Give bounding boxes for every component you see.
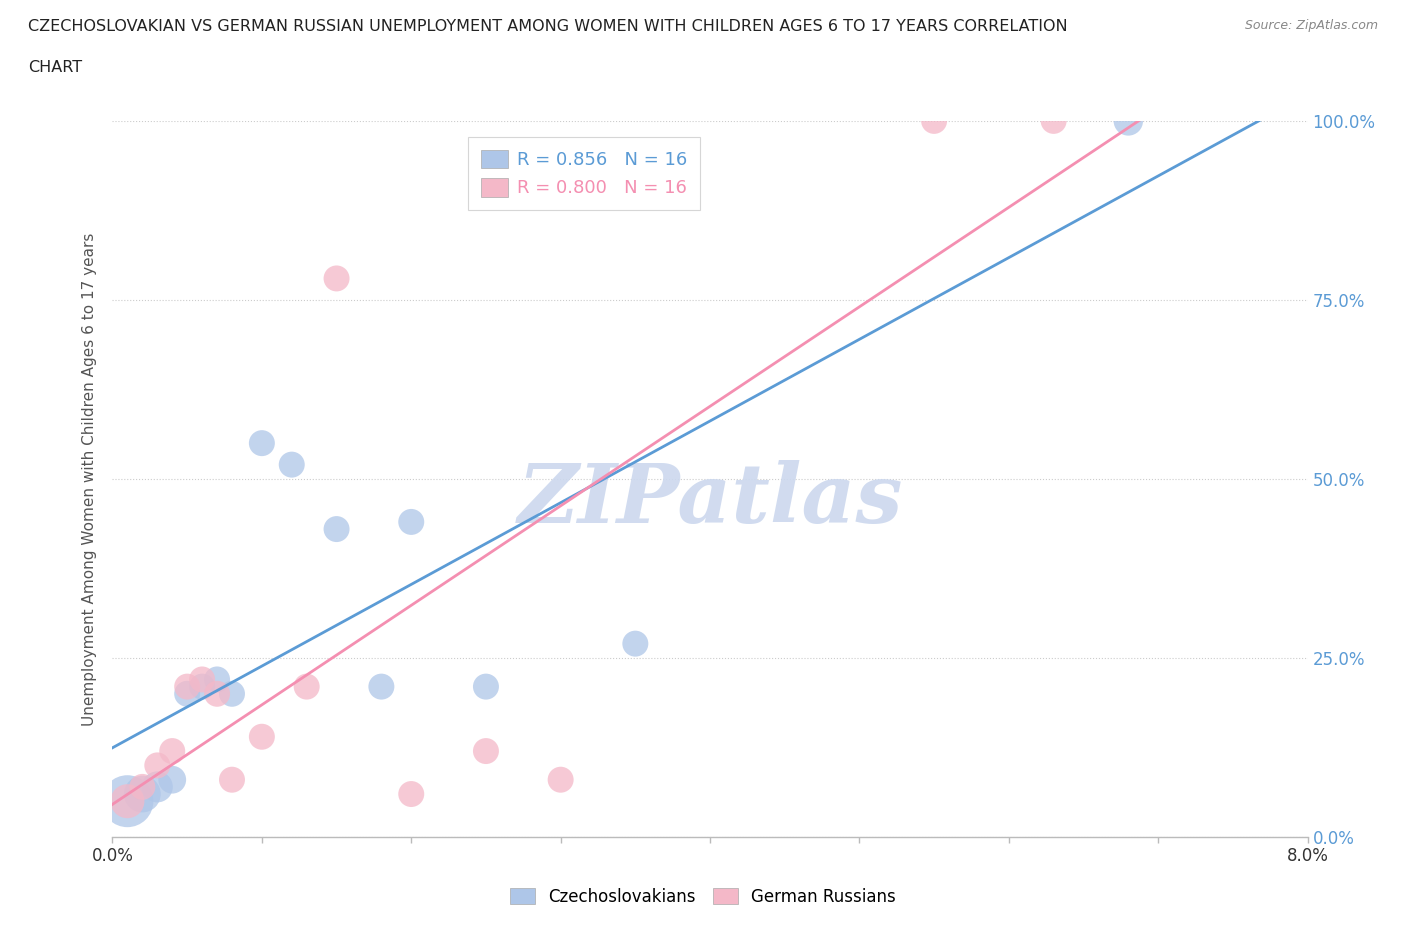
Point — [176, 686, 198, 701]
Point — [401, 787, 423, 802]
Point — [281, 458, 304, 472]
Point — [205, 686, 228, 701]
Legend: Czechoslovakians, German Russians: Czechoslovakians, German Russians — [503, 881, 903, 912]
Legend: R = 0.856   N = 16, R = 0.800   N = 16: R = 0.856 N = 16, R = 0.800 N = 16 — [468, 137, 700, 210]
Point — [250, 729, 273, 744]
Point — [176, 679, 198, 694]
Point — [221, 772, 243, 787]
Point — [146, 758, 169, 773]
Point — [401, 514, 423, 529]
Point — [475, 744, 498, 759]
Point — [191, 679, 214, 694]
Point — [131, 787, 153, 802]
Point — [1118, 113, 1140, 128]
Point — [117, 794, 139, 809]
Point — [117, 794, 139, 809]
Point — [162, 744, 183, 759]
Point — [162, 772, 183, 787]
Point — [624, 636, 647, 651]
Point — [146, 779, 169, 794]
Y-axis label: Unemployment Among Women with Children Ages 6 to 17 years: Unemployment Among Women with Children A… — [82, 232, 97, 725]
Point — [475, 679, 498, 694]
Text: CZECHOSLOVAKIAN VS GERMAN RUSSIAN UNEMPLOYMENT AMONG WOMEN WITH CHILDREN AGES 6 : CZECHOSLOVAKIAN VS GERMAN RUSSIAN UNEMPL… — [28, 19, 1067, 33]
Text: CHART: CHART — [28, 60, 82, 75]
Text: Source: ZipAtlas.com: Source: ZipAtlas.com — [1244, 19, 1378, 32]
Point — [325, 522, 347, 537]
Point — [1042, 113, 1064, 128]
Point — [250, 435, 273, 450]
Text: ZIPatlas: ZIPatlas — [517, 460, 903, 540]
Point — [131, 779, 153, 794]
Point — [295, 679, 318, 694]
Point — [550, 772, 572, 787]
Point — [370, 679, 392, 694]
Point — [221, 686, 243, 701]
Point — [922, 113, 945, 128]
Point — [191, 672, 214, 687]
Point — [325, 271, 347, 286]
Point — [205, 672, 228, 687]
